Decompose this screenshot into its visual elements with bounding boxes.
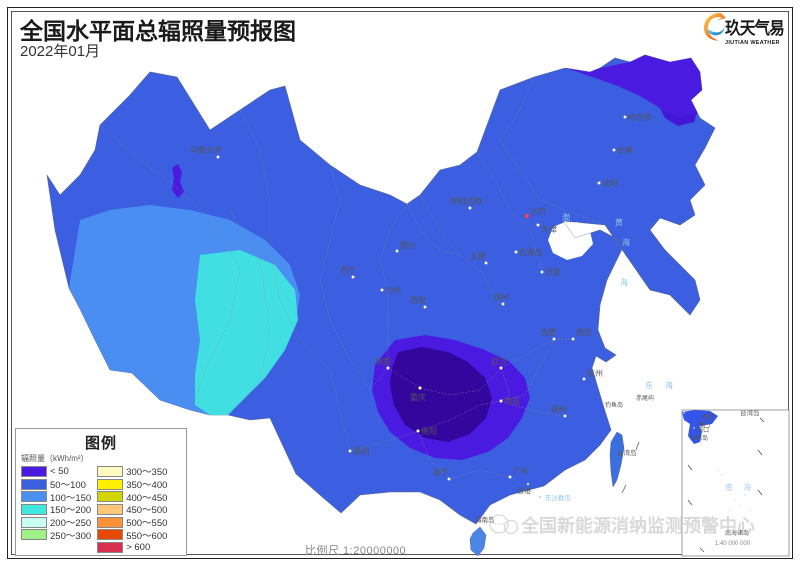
svg-text:香港: 香港 bbox=[517, 486, 531, 495]
svg-text:成都: 成都 bbox=[375, 356, 391, 366]
svg-text:台湾岛: 台湾岛 bbox=[617, 448, 637, 457]
svg-text:海: 海 bbox=[665, 380, 673, 390]
svg-text:1:40 000 000: 1:40 000 000 bbox=[715, 541, 751, 547]
svg-text:东: 东 bbox=[645, 380, 653, 390]
svg-text:昆明: 昆明 bbox=[353, 447, 369, 456]
svg-text:赤尾屿: 赤尾屿 bbox=[636, 394, 654, 402]
svg-text:黄: 黄 bbox=[615, 217, 623, 227]
svg-text:香港: 香港 bbox=[702, 413, 714, 421]
svg-text:太原: 太原 bbox=[470, 251, 486, 261]
svg-text:乌鲁木齐: 乌鲁木齐 bbox=[190, 145, 222, 155]
svg-text:南 海: 南 海 bbox=[725, 482, 755, 492]
svg-text:哈尔滨: 哈尔滨 bbox=[628, 112, 652, 122]
svg-text:西安: 西安 bbox=[410, 295, 426, 305]
svg-text:广州: 广州 bbox=[513, 466, 529, 476]
svg-text:福州: 福州 bbox=[551, 405, 567, 414]
svg-text:台湾岛: 台湾岛 bbox=[740, 408, 760, 417]
svg-text:呼和浩特: 呼和浩特 bbox=[450, 196, 482, 206]
svg-text:南昌: 南昌 bbox=[504, 396, 520, 406]
svg-text:东沙群岛: 东沙群岛 bbox=[545, 493, 571, 502]
svg-text:合肥: 合肥 bbox=[540, 327, 556, 337]
svg-text:重庆: 重庆 bbox=[410, 392, 426, 402]
svg-text:石家庄: 石家庄 bbox=[519, 247, 543, 257]
svg-text:海口: 海口 bbox=[697, 426, 709, 434]
svg-text:济南: 济南 bbox=[545, 267, 561, 277]
svg-text:杭州: 杭州 bbox=[587, 368, 603, 378]
svg-text:郑州: 郑州 bbox=[493, 292, 509, 302]
svg-text:南京: 南京 bbox=[576, 327, 592, 337]
svg-text:沈阳: 沈阳 bbox=[602, 178, 618, 188]
svg-text:海南岛: 海南岛 bbox=[690, 434, 708, 442]
svg-text:西宁: 西宁 bbox=[340, 265, 356, 275]
svg-text:兰州: 兰州 bbox=[385, 285, 401, 295]
svg-text:长春: 长春 bbox=[617, 145, 633, 155]
svg-text:海: 海 bbox=[622, 237, 630, 247]
svg-text:银川: 银川 bbox=[400, 240, 416, 250]
svg-text:渤: 渤 bbox=[562, 212, 570, 222]
svg-text:北京: 北京 bbox=[530, 206, 546, 216]
svg-text:海: 海 bbox=[620, 277, 628, 287]
svg-text:南宁: 南宁 bbox=[433, 467, 449, 477]
svg-text:钓鱼岛: 钓鱼岛 bbox=[605, 401, 623, 409]
svg-text:武汉: 武汉 bbox=[491, 356, 507, 366]
svg-text:贵阳: 贵阳 bbox=[421, 426, 437, 436]
svg-text:天津: 天津 bbox=[541, 224, 557, 234]
